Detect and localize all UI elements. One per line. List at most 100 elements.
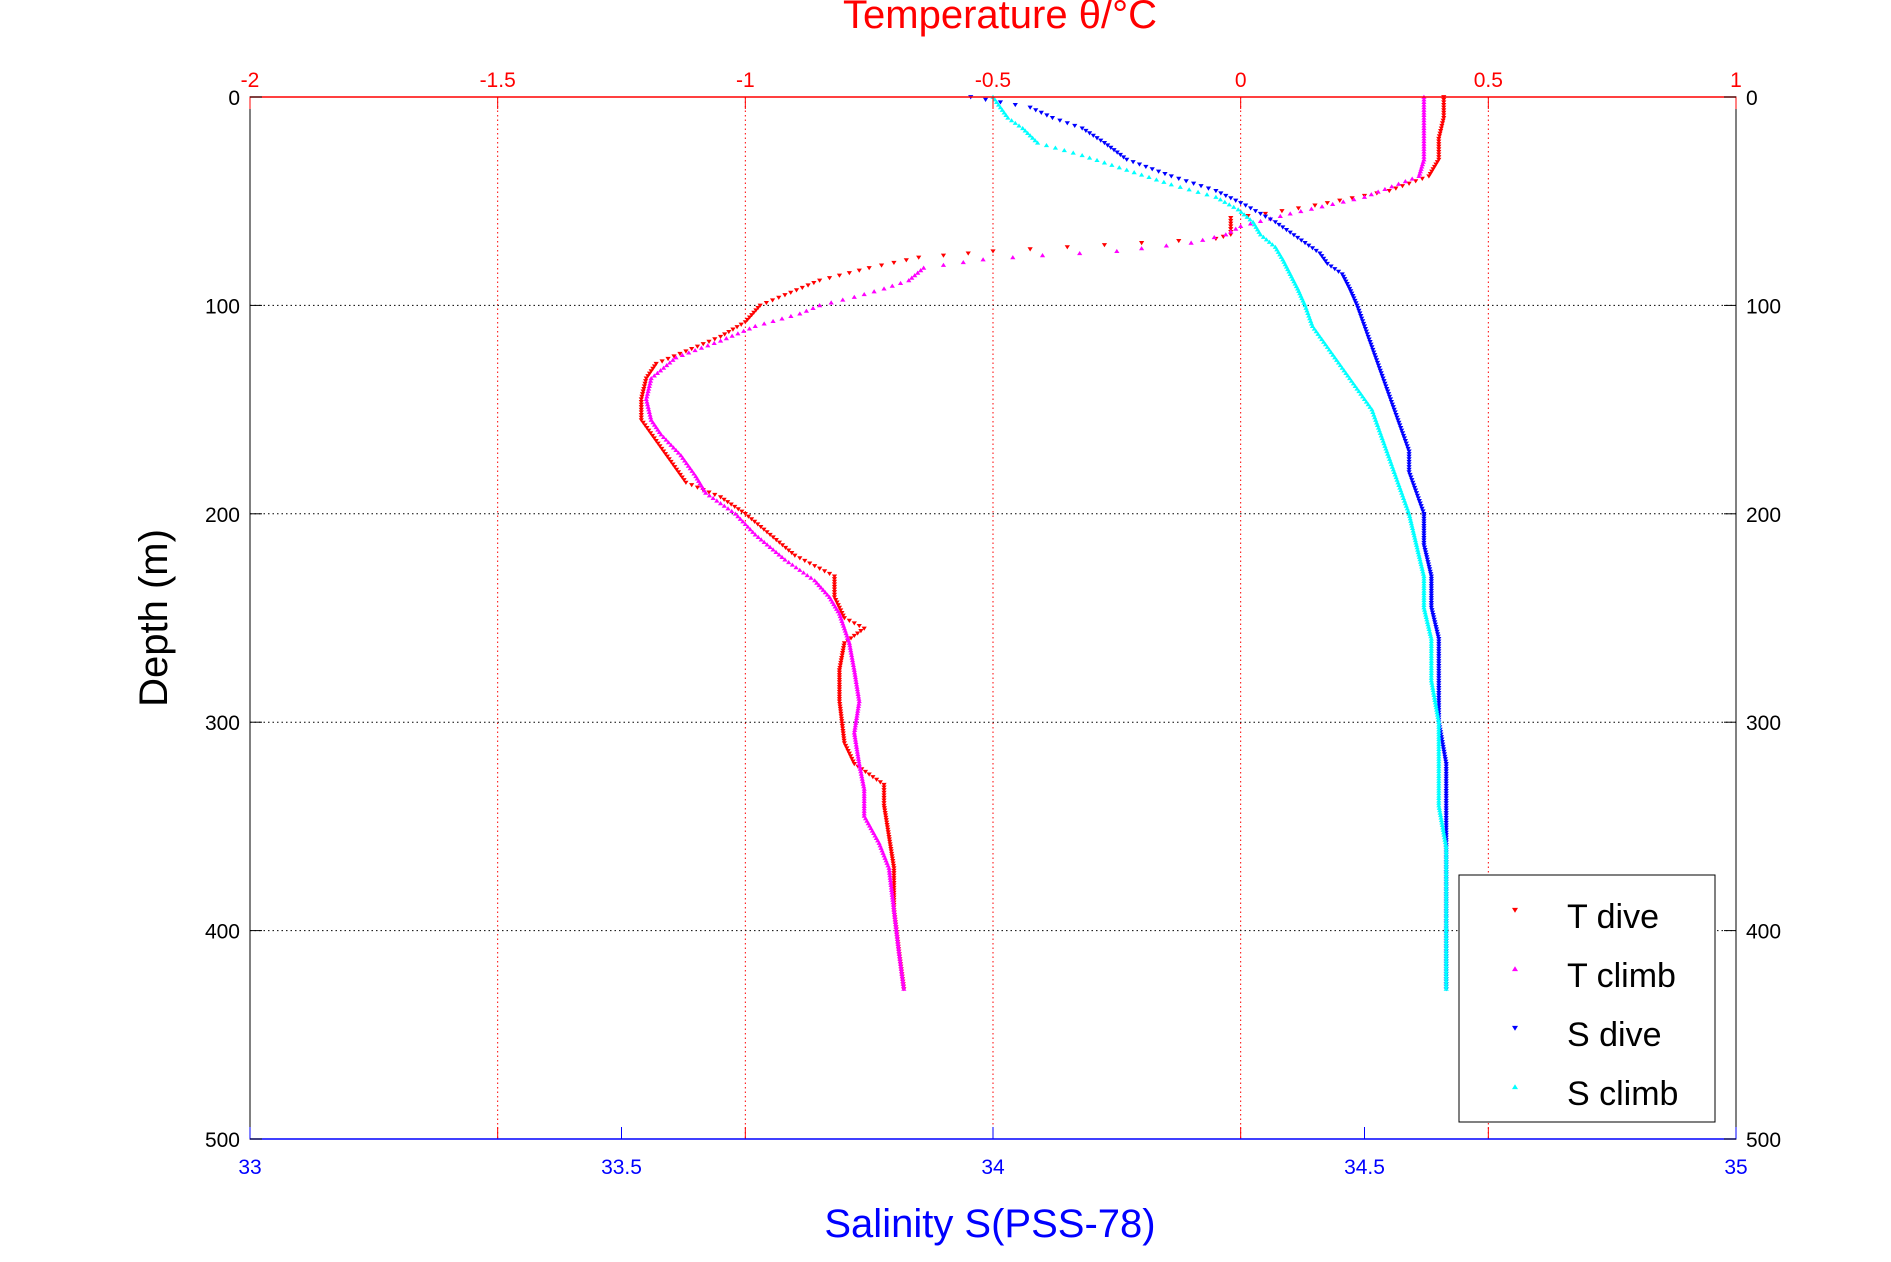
data-point: [1436, 761, 1442, 766]
data-point: [1437, 808, 1443, 813]
data-point: [1442, 757, 1448, 762]
data-point: [1422, 610, 1428, 615]
data-point: [861, 626, 867, 631]
data-point: [1436, 741, 1442, 747]
data-point: [1211, 234, 1217, 240]
data-point: [761, 321, 767, 326]
data-point: [1382, 381, 1388, 386]
data-point: [1222, 199, 1228, 204]
data-point: [836, 673, 843, 678]
data-point: [1416, 173, 1422, 179]
data-point: [1280, 225, 1286, 230]
data-point: [1443, 973, 1449, 979]
data-point: [1436, 768, 1442, 774]
data-point: [1421, 99, 1427, 105]
data-point: [881, 795, 887, 801]
data-point: [1428, 579, 1434, 584]
data-point: [887, 839, 893, 844]
data-point: [840, 648, 846, 653]
data-point: [1139, 172, 1145, 177]
data-point: [1436, 654, 1442, 659]
data-point: [857, 764, 863, 769]
data-point: [1365, 402, 1371, 407]
data-point: [1428, 593, 1434, 598]
data-point: [885, 827, 891, 832]
data-point: [755, 522, 761, 527]
data-point: [1025, 130, 1031, 135]
legend-marker: [1512, 1084, 1518, 1090]
data-point: [856, 268, 862, 273]
data-point: [1428, 678, 1434, 683]
data-point: [1146, 174, 1152, 180]
data-point: [1373, 420, 1380, 425]
data-point: [838, 660, 844, 666]
data-point: [1443, 920, 1449, 926]
data-point: [1247, 217, 1253, 222]
data-point: [1421, 578, 1427, 583]
data-point: [1443, 859, 1449, 864]
data-point: [758, 537, 764, 542]
data-point: [839, 721, 845, 726]
data-point: [659, 446, 665, 452]
data-point: [700, 342, 706, 347]
data-point: [792, 553, 798, 558]
data-point: [1365, 334, 1371, 339]
data-point: [1425, 622, 1431, 627]
data-point: [1436, 641, 1442, 647]
data-point: [854, 713, 860, 718]
data-point: [689, 483, 695, 488]
data-point: [1371, 412, 1377, 417]
data-point: [1440, 742, 1446, 747]
data-point: [1079, 126, 1085, 131]
data-point: [1428, 605, 1434, 610]
data-point: [831, 587, 838, 592]
data-point: [1306, 313, 1312, 318]
data-point: [885, 830, 891, 835]
legend-label: S dive: [1567, 1016, 1662, 1054]
data-point: [837, 701, 843, 707]
data-point: [1136, 162, 1143, 167]
data-point: [646, 383, 652, 388]
data-point: [1149, 167, 1155, 172]
data-point: [915, 270, 921, 275]
data-point: [1390, 405, 1396, 410]
data-point: [861, 291, 867, 297]
data-point: [854, 684, 860, 689]
data-point: [1360, 321, 1367, 326]
data-point: [1027, 105, 1033, 110]
data-point: [1436, 734, 1442, 739]
data-point: [840, 728, 846, 734]
data-point: [1421, 521, 1427, 526]
data-point: [648, 376, 654, 381]
data-point: [853, 720, 859, 725]
data-point: [1436, 644, 1442, 649]
data-point: [891, 909, 897, 915]
data-point: [883, 815, 889, 820]
data-point: [1443, 966, 1449, 971]
data-point: [853, 739, 859, 745]
data-point: [1257, 211, 1264, 217]
data-point: [1086, 155, 1093, 160]
data-point: [873, 777, 880, 782]
data-point: [861, 798, 867, 804]
data-point: [1421, 545, 1428, 550]
data-point: [839, 719, 845, 724]
data-point: [1443, 971, 1449, 976]
data-point: [1441, 100, 1447, 105]
data-point: [1436, 727, 1442, 732]
data-point: [1322, 342, 1329, 347]
data-point: [1428, 638, 1434, 644]
data-point: [1421, 105, 1427, 110]
data-point: [1213, 194, 1219, 199]
data-point: [1443, 961, 1449, 966]
data-point: [843, 743, 849, 748]
data-point: [661, 365, 667, 370]
data-point: [1411, 533, 1417, 538]
data-point: [1429, 683, 1435, 688]
data-point: [664, 362, 670, 368]
data-point: [1217, 197, 1223, 202]
data-point: [1008, 118, 1015, 123]
data-point: [1030, 135, 1036, 140]
data-point: [1378, 433, 1384, 438]
data-point: [1386, 188, 1392, 194]
